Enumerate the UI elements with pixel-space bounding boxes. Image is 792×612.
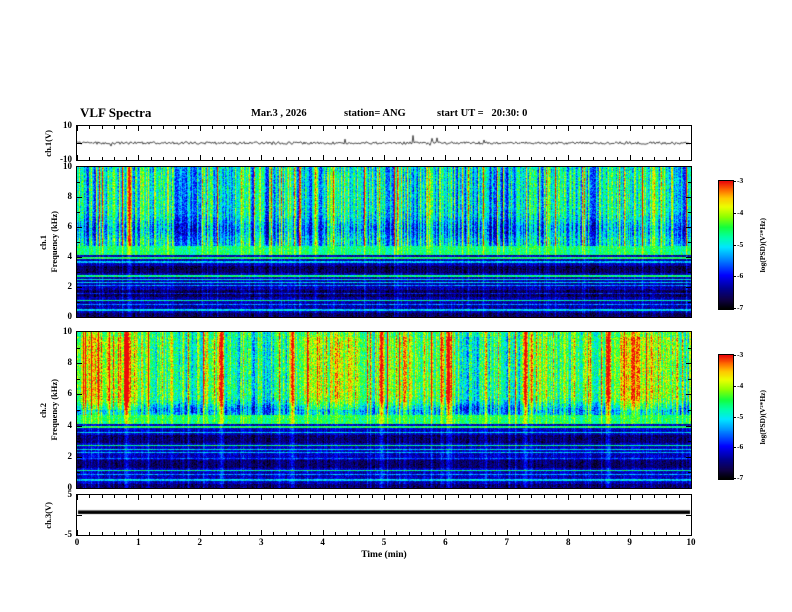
colorbar-1-label: log(PSD)(V²*Hz) xyxy=(756,180,769,310)
tick-mark xyxy=(734,386,736,387)
colorbar-tick-label: -7 xyxy=(737,473,744,482)
station-label: station= ANG xyxy=(344,108,406,119)
ch2-spectrogram-axis-label: ch.2 Frequency (kHz) xyxy=(35,331,62,489)
tick-mark xyxy=(734,417,736,418)
ch1-spectrogram-canvas xyxy=(77,167,691,317)
date-label: Mar.3 , 2026 xyxy=(251,108,307,119)
colorbar-tick-label: -7 xyxy=(737,303,744,312)
ch1-wave-axis-label-text: ch.1(V) xyxy=(42,129,53,157)
colorbar-tick-label: -4 xyxy=(737,381,744,390)
tick-mark xyxy=(734,276,736,277)
colorbar-tick-label: -5 xyxy=(737,240,744,249)
ch1-waveform-panel xyxy=(76,125,692,161)
ch1-label-text: ch.1 xyxy=(38,234,48,250)
x-tick-label: 2 xyxy=(197,537,203,547)
ch2-spectrogram-panel xyxy=(76,331,692,489)
tick-mark xyxy=(734,355,736,356)
ch3-waveform-panel xyxy=(76,494,692,536)
colorbar-tick-label: -3 xyxy=(737,176,744,185)
ch3-waveform-canvas xyxy=(77,495,691,535)
ch2-frequency-axis-label-text: Frequency (kHz) xyxy=(49,379,59,441)
colorbar-2 xyxy=(718,354,734,480)
colorbar-tick-label: -4 xyxy=(737,208,744,217)
tick-mark xyxy=(734,447,736,448)
tick-mark xyxy=(734,213,736,214)
ch1-spectrogram-panel xyxy=(76,166,692,318)
x-tick-label: 7 xyxy=(504,537,510,547)
colorbar-1 xyxy=(718,180,734,310)
tick-mark xyxy=(734,245,736,246)
x-tick-label: 10 xyxy=(686,537,696,547)
colorbar-tick-label: -6 xyxy=(737,442,744,451)
colorbar-tick-label: -3 xyxy=(737,350,744,359)
x-tick-label: 6 xyxy=(443,537,448,547)
ch1-waveform-canvas xyxy=(77,126,691,160)
x-axis-label: Time (min) xyxy=(361,550,407,560)
x-tick-label: 1 xyxy=(136,537,141,547)
colorbar-2-canvas xyxy=(719,355,733,479)
colorbar-tick-label: -5 xyxy=(737,412,744,421)
ch3-wave-axis-label-text: ch.3(V) xyxy=(42,501,53,529)
x-tick-label: 5 xyxy=(381,537,387,547)
ch1-frequency-axis-label-text: Frequency (kHz) xyxy=(49,211,59,273)
x-tick-label: 4 xyxy=(320,537,325,547)
colorbar-tick-label: -6 xyxy=(737,271,744,280)
x-tick-label: 9 xyxy=(627,537,632,547)
tick-mark xyxy=(734,181,736,182)
figure-title: VLF Spectra xyxy=(80,105,152,120)
ch3-wave-axis-label: ch.3(V) xyxy=(40,494,55,536)
ch2-label-text: ch.2 xyxy=(38,402,48,418)
tick-mark xyxy=(734,308,736,309)
ch1-wave-axis-label: ch.1(V) xyxy=(40,125,55,161)
x-tick-label: 0 xyxy=(74,537,80,547)
colorbar-2-label: log(PSD)(V²*Hz) xyxy=(756,354,769,480)
colorbar-1-label-text: log(PSD)(V²*Hz) xyxy=(758,217,767,273)
ch2-spectrogram-canvas xyxy=(77,332,691,488)
tick-mark xyxy=(734,478,736,479)
colorbar-1-canvas xyxy=(719,181,733,309)
x-tick-label: 3 xyxy=(258,537,264,547)
x-tick-label: 8 xyxy=(565,537,571,547)
colorbar-2-label-text: log(PSD)(V²*Hz) xyxy=(758,389,767,445)
start-ut-label: start UT = 20:30: 0 xyxy=(437,108,528,119)
ch1-spectrogram-axis-label: ch.1 Frequency (kHz) xyxy=(35,166,62,318)
